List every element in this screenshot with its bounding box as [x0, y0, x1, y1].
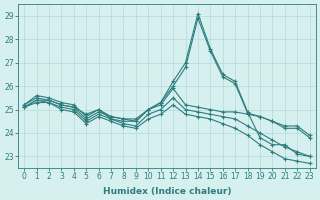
X-axis label: Humidex (Indice chaleur): Humidex (Indice chaleur)	[103, 187, 231, 196]
